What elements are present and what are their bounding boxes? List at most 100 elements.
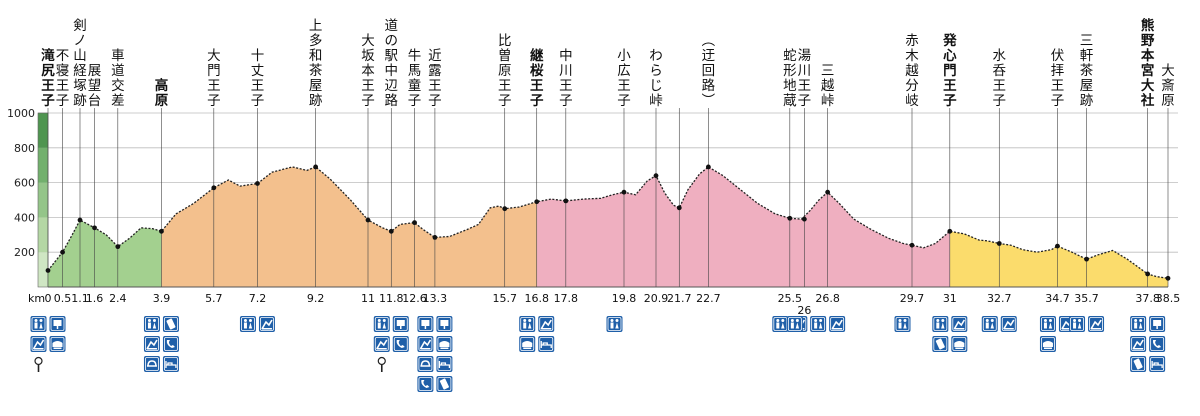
- x-tick-24: 31: [943, 292, 957, 305]
- toilet-icon: [981, 316, 998, 332]
- x-tick-1: 0.5: [54, 292, 72, 305]
- x-tick-2: 1.1: [71, 292, 89, 305]
- point-label-29: 大斎原: [1161, 63, 1175, 109]
- toilet-icon: [1130, 316, 1147, 332]
- parking-icon: [538, 316, 555, 332]
- point-label-text-10: 道の駅中辺路: [385, 18, 399, 109]
- point-marker-22: [825, 189, 831, 195]
- profile-path: [47, 166, 1169, 279]
- point-label-3: 展望台: [88, 63, 102, 109]
- phone-icon: [417, 376, 434, 392]
- x-tick-7: 7.2: [249, 292, 267, 305]
- point-label-26: 伏拝王子: [1051, 48, 1065, 109]
- point-marker-7: [255, 181, 260, 186]
- info-icon: [392, 316, 409, 332]
- toilet-icon: [1069, 316, 1086, 332]
- point-label-text-4: 車道交差: [111, 48, 125, 109]
- point-guide-lines: [47, 108, 1169, 287]
- vending-icon: [34, 356, 43, 372]
- point-marker-5: [159, 228, 164, 234]
- profile-line: [47, 166, 1169, 279]
- point-label-16: 小広王子: [617, 48, 631, 109]
- y-scale-bar: [37, 112, 49, 288]
- point-label-27: 三軒茶屋跡: [1080, 33, 1094, 109]
- x-tick-25: 32.7: [987, 292, 1012, 305]
- point-label-10: 道の駅中辺路: [385, 18, 399, 109]
- restaurant-icon: [143, 356, 160, 372]
- info-icon: [417, 316, 434, 332]
- scale-band-4: [38, 113, 48, 148]
- x-tick-4: 2.4: [109, 292, 127, 305]
- x-tick-11: 12.6: [402, 292, 427, 305]
- x-tick-labels: km 0 0.5 1.11.6 2.4 3.9 5.7 7.2 9.2 11 11.812.613.…: [28, 292, 1180, 317]
- point-label-20: 蛇形地蔵: [783, 48, 797, 109]
- point-label-text-19: ︵迂回路︶: [702, 33, 716, 109]
- phone-icon: [392, 336, 409, 352]
- point-label-17: わらじ峠: [649, 48, 663, 109]
- toilet-icon: [143, 316, 160, 332]
- vending-icon: [436, 376, 453, 392]
- x-tick-13: 15.7: [492, 292, 517, 305]
- lodging-icon: [538, 336, 555, 352]
- section-area-2: [536, 166, 950, 287]
- point-label-9: 大坂本王子: [361, 33, 375, 109]
- scale-band-2: [38, 182, 48, 218]
- point-marker-4: [115, 244, 121, 250]
- x-tick-27: 35.7: [1074, 292, 1099, 305]
- point-markers: [45, 164, 1171, 281]
- vending-icon: [1130, 356, 1147, 372]
- point-label-text-20: 蛇形地蔵: [783, 48, 797, 109]
- point-marker-20: [787, 215, 793, 221]
- toilet-icon: [606, 316, 623, 332]
- x-tick-15: 17.8: [554, 292, 579, 305]
- x-tick-17: 20.9: [644, 292, 669, 305]
- toilet-icon: [239, 316, 256, 332]
- point-marker-18: [676, 205, 682, 211]
- info-icon: [436, 316, 453, 332]
- toilet-icon: [30, 316, 47, 332]
- point-label-text-15: 中川王子: [559, 48, 573, 109]
- toilet-icon: [772, 316, 789, 332]
- point-label-28: 熊野本宮大社: [1140, 17, 1155, 109]
- x-tick-29: 38.5: [1156, 292, 1181, 305]
- point-label-text-3: 展望台: [88, 63, 102, 109]
- y-tick-0: 200: [14, 246, 35, 259]
- lodging-icon: [436, 356, 453, 372]
- x-tick-12: 13.3: [423, 292, 448, 305]
- parking-icon: [1000, 316, 1017, 332]
- y-tick-labels: 200 400 600 800 1000: [7, 107, 35, 259]
- point-label-13: 比曽原王子: [498, 33, 512, 109]
- point-label-4: 車道交差: [111, 48, 125, 109]
- point-label-text-23: 赤木越分岐: [905, 33, 919, 109]
- point-label-text-24: 発心門王子: [942, 32, 957, 109]
- section-area-0: [48, 220, 162, 287]
- point-marker-24: [947, 228, 953, 234]
- x-tick-23: 29.7: [900, 292, 925, 305]
- y-tick-1: 400: [14, 211, 35, 224]
- scale-band-1: [38, 217, 48, 253]
- info-icon: [1149, 316, 1166, 332]
- point-label-text-6: 大門王子: [207, 48, 221, 109]
- point-label-text-28: 熊野本宮大社: [1140, 17, 1155, 109]
- x-tick-8: 9.2: [307, 292, 325, 305]
- point-label-7: 十丈王子: [251, 48, 265, 109]
- parking-icon: [417, 336, 434, 352]
- x-tick-3: 1.6: [86, 292, 104, 305]
- section-area-3: [949, 231, 1168, 287]
- x-tick-0: 0: [45, 292, 52, 305]
- point-label-text-7: 十丈王子: [251, 48, 265, 109]
- bus-icon: [951, 336, 968, 352]
- y-tick-4: 1000: [7, 107, 35, 120]
- point-marker-1: [60, 249, 65, 255]
- scale-band-0: [38, 252, 48, 287]
- x-tick-14: 16.8: [524, 292, 549, 305]
- x-tick-16: 19.8: [612, 292, 637, 305]
- point-label-text-27: 三軒茶屋跡: [1080, 33, 1094, 109]
- lodging-icon: [1149, 356, 1166, 372]
- section-area-1: [161, 166, 537, 287]
- point-label-11: 牛馬童子: [408, 48, 422, 109]
- toilet-icon: [786, 316, 803, 332]
- toilet-icon: [894, 316, 911, 332]
- point-label-0: 滝尻王子: [41, 47, 55, 109]
